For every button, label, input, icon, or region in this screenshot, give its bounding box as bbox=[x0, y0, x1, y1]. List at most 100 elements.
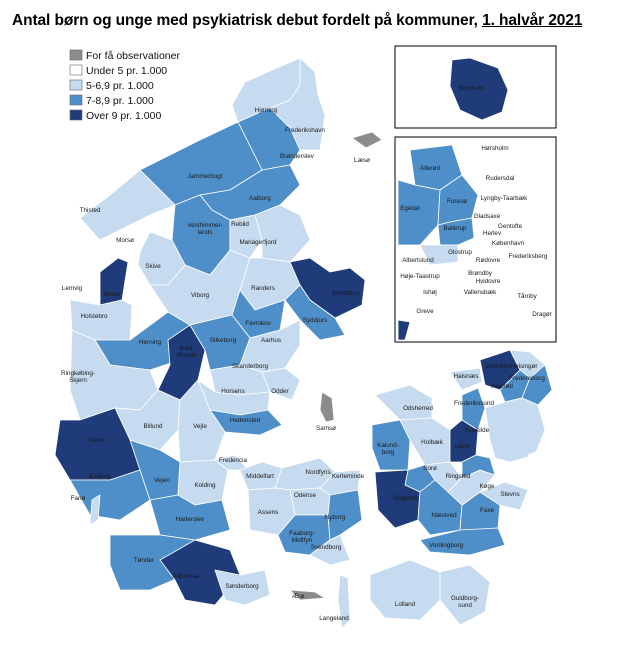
municipality-label: Frederiksberg bbox=[509, 253, 548, 260]
municipality-label: Lejre bbox=[455, 443, 469, 450]
municipality-label: Samsø bbox=[316, 425, 336, 432]
muni-taarnby-dragor bbox=[527, 449, 546, 471]
municipality-label: Middelfart bbox=[246, 473, 274, 480]
municipality-label: Hvidovre bbox=[476, 278, 501, 285]
municipality-label: Greve bbox=[416, 308, 434, 315]
muni-rebild bbox=[229, 214, 263, 259]
municipality-label: Gentofte bbox=[498, 223, 523, 230]
municipality-label: Aalborg bbox=[249, 195, 271, 202]
municipality-label: Mariagerfjord bbox=[239, 239, 277, 246]
muni-inset-roskilde-edge bbox=[397, 319, 411, 341]
municipality-label: Fredensborg bbox=[509, 375, 545, 382]
municipality-label: Hørsholm bbox=[481, 145, 508, 152]
muni-inset-taarnby bbox=[514, 277, 556, 311]
municipality-label: Lolland bbox=[395, 601, 416, 608]
municipality-label: Køge bbox=[479, 483, 495, 490]
municipality-label: Jammerbugt bbox=[188, 173, 223, 180]
muni-thisted bbox=[79, 169, 176, 241]
municipality-label: Esbjerg bbox=[89, 473, 111, 480]
legend-swatch bbox=[69, 94, 83, 106]
legend-label: Under 5 pr. 1.000 bbox=[86, 65, 167, 77]
municipality-label: Rudersdal bbox=[486, 175, 515, 182]
municipality-label: Faaborg-Midtfyn bbox=[289, 530, 315, 544]
muni-guldborgsund bbox=[439, 564, 491, 626]
municipality-label: Tønder bbox=[134, 557, 154, 564]
zealand bbox=[369, 349, 553, 626]
municipality-label: Roskilde bbox=[465, 427, 490, 434]
municipality-label: Ishøj bbox=[423, 289, 437, 296]
muni-stevns bbox=[479, 481, 529, 511]
muni-syddjurs bbox=[284, 284, 346, 341]
municipality-label: Billund bbox=[144, 423, 163, 430]
municipality-label: Vejen bbox=[154, 477, 170, 484]
muni-samso bbox=[319, 391, 335, 423]
municipality-label: Kolding bbox=[194, 482, 216, 489]
legend-label: 7-8,9 pr. 1.000 bbox=[86, 95, 154, 107]
municipality-label: Ærø bbox=[292, 593, 304, 600]
municipality-label: Holstebro bbox=[81, 313, 108, 320]
municipality-label: Ringkøbing-Skjern bbox=[61, 370, 95, 384]
muni-inset-vallensbaek bbox=[439, 279, 459, 303]
municipality-label: Norddjurs bbox=[332, 290, 359, 297]
municipality-label: Kerteminde bbox=[332, 473, 365, 480]
municipality-label: Hedensted bbox=[230, 417, 261, 424]
municipality-label: Aabenraa bbox=[172, 573, 200, 580]
legend-swatch bbox=[69, 49, 83, 61]
muni-roskilde bbox=[461, 454, 496, 479]
municipality-label: Viborg bbox=[191, 292, 210, 299]
map-title: Antal børn og unge med psykiatrisk debut… bbox=[12, 12, 582, 30]
municipality-label: Glostrup bbox=[448, 249, 472, 256]
municipality-label: Morsø bbox=[116, 237, 134, 244]
muni-metro-area bbox=[484, 397, 546, 463]
muni-odsherred bbox=[374, 384, 433, 421]
muni-inset-rodovre bbox=[473, 251, 496, 269]
municipality-label: Rebild bbox=[231, 221, 249, 228]
muni-struer bbox=[99, 257, 129, 306]
muni-inset-gentofte bbox=[489, 219, 533, 239]
muni-svendborg bbox=[309, 534, 351, 566]
legend-swatch bbox=[69, 79, 83, 91]
municipality-label: Frederikshavn bbox=[285, 127, 325, 134]
muni-mariagerfjord bbox=[254, 204, 311, 263]
funen-islands bbox=[239, 131, 383, 629]
municipality-label: Guldborg-sund bbox=[451, 595, 479, 609]
municipality-label: København bbox=[492, 240, 525, 247]
muni-bornholm bbox=[449, 57, 509, 121]
municipality-label: Varde bbox=[88, 437, 105, 444]
municipality-label: Næstved bbox=[431, 512, 457, 519]
municipality-label: Bornholm bbox=[459, 85, 486, 92]
muni-laeso bbox=[351, 131, 383, 149]
muni-inset-dragor bbox=[529, 304, 556, 323]
municipality-label: Lemvig bbox=[62, 285, 83, 292]
muni-odder bbox=[261, 367, 301, 401]
muni-vordingborg bbox=[419, 527, 506, 556]
municipality-label: Furesø bbox=[447, 198, 467, 205]
municipality-label: Aarhus bbox=[261, 337, 281, 344]
municipality-label: Vesthimmer-lands bbox=[187, 222, 222, 236]
municipality-label: Skive bbox=[145, 263, 161, 270]
map-title-main: Antal børn og unge med psykiatrisk debut… bbox=[12, 12, 483, 29]
map-labels: Hjørring Frederikshavn Læsø Brønderslev Jamm… bbox=[61, 85, 552, 622]
legend-swatch bbox=[69, 64, 83, 76]
municipality-label: Ikast-Brande bbox=[177, 345, 198, 359]
muni-inset-frederiksberg bbox=[504, 247, 523, 263]
bornholm-inset-frame bbox=[394, 45, 557, 129]
municipality-label: Nyborg bbox=[325, 514, 346, 521]
municipality-label: Horsens bbox=[221, 388, 244, 395]
municipality-label: Frederikssund bbox=[454, 400, 494, 407]
municipality-label: Albertslund bbox=[402, 257, 434, 264]
municipality-label: Brøndby bbox=[468, 270, 493, 277]
municipality-label: Struer bbox=[103, 291, 120, 298]
municipality-label: Egedal bbox=[400, 205, 420, 212]
municipality-label: Vejle bbox=[193, 423, 207, 430]
municipality-label: Svendborg bbox=[311, 544, 342, 551]
map-title-period: 1. halvår 2021 bbox=[482, 12, 583, 29]
municipality-label: Fanø bbox=[71, 495, 86, 502]
municipality-label: Thisted bbox=[80, 207, 101, 214]
municipality-label: Dragør bbox=[532, 311, 552, 318]
muni-inset-herlev bbox=[473, 237, 493, 253]
municipality-label: Vordingborg bbox=[429, 542, 463, 549]
muni-vejle bbox=[177, 379, 226, 463]
municipality-label: Holbæk bbox=[421, 439, 444, 446]
